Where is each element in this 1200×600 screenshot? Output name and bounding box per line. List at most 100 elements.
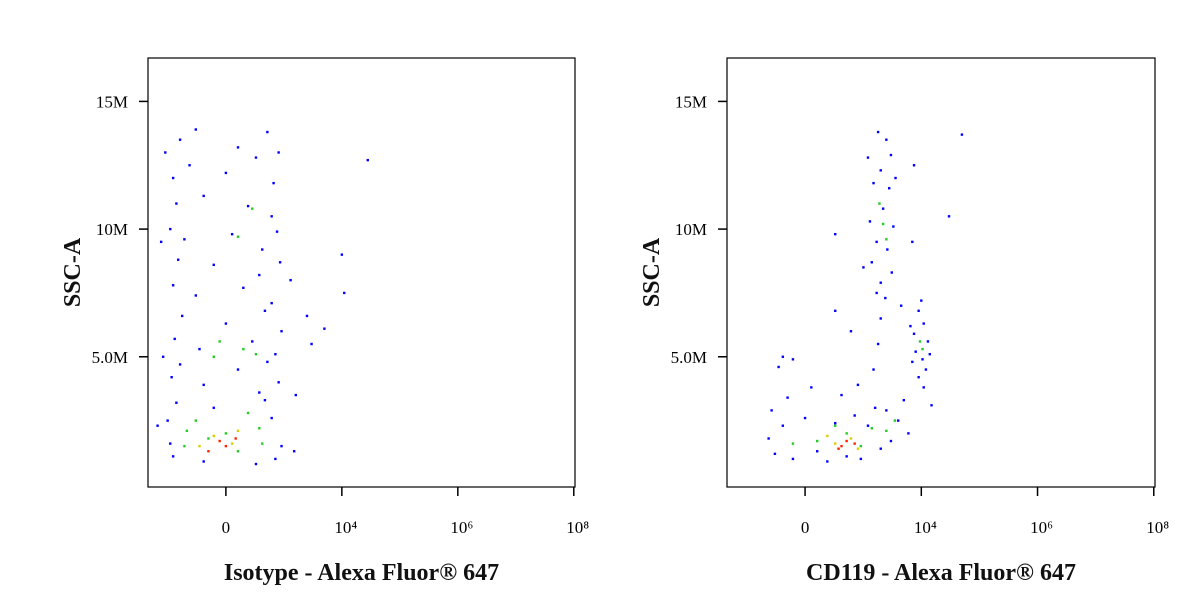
event-dot [866,156,870,159]
event-dot [803,416,807,420]
plot-frame [147,57,576,488]
event-dot [198,444,201,448]
event-dot [270,416,273,420]
event-dot [258,427,261,430]
event-dot [868,220,872,223]
event-dot [885,138,888,141]
event-dot [277,381,280,384]
event-dot [254,156,258,159]
event-dot [263,398,267,402]
event-dot [294,393,298,397]
event-dot [917,309,920,313]
event-dot [924,368,928,371]
event-dot [180,314,184,318]
event-dot [310,342,313,346]
event-dot [921,347,924,351]
x-tick-label: 10⁸ [1146,518,1169,537]
y-tick-label: 15M [96,92,128,111]
y-tick-label: 5.0M [92,348,128,367]
event-dot [242,347,245,351]
event-dot [834,232,837,236]
x-tick-label: 10⁸ [566,518,589,537]
event-dot [902,398,906,402]
event-dot [922,322,925,325]
event-dot [845,439,848,443]
event-dot [909,324,912,328]
event-dot [917,375,920,379]
event-dot [202,460,205,463]
event-dot [178,363,182,366]
event-dot [786,396,789,399]
event-dot [176,258,180,261]
event-dot [879,447,882,450]
event-dot [862,266,865,269]
x-tick-label: 10⁴ [334,518,357,537]
event-dot [875,291,878,295]
event-dot [926,340,930,343]
event-dot [236,146,240,149]
event-dot [218,439,221,443]
event-dot [816,450,819,453]
y-axis-label: SSC-A [639,237,665,307]
event-dot [912,164,916,167]
event-dot [340,253,344,256]
event-dot [170,375,173,379]
event-dot [266,130,269,134]
event-dot [834,442,837,445]
y-tick-label: 5.0M [671,348,707,367]
x-tick-label: 0 [801,518,810,537]
event-dot [277,151,280,154]
event-dot [889,153,893,157]
event-dot [270,215,273,218]
event-dot [202,194,205,198]
x-tick-label: 10⁴ [914,518,937,537]
event-dot [922,386,925,389]
x-tick-label: 0 [222,518,231,537]
event-dot [161,355,165,358]
event-dot [236,450,240,453]
event-dot [816,439,819,443]
event-dot [885,238,888,241]
event-dot [892,225,895,228]
event-dot [185,429,189,433]
event-dot [888,187,891,190]
event-dot [911,240,914,244]
event-dot [849,437,853,440]
event-dot [859,457,863,461]
event-dot [928,353,931,356]
event-dot [896,419,900,422]
event-dot [366,158,369,162]
event-dot [169,442,172,445]
event-dot [251,340,254,343]
event-dot [770,409,773,412]
event-dot [224,171,228,175]
event-dot [242,286,245,290]
event-dot [270,301,273,305]
event-dot [280,330,283,333]
event-dot [254,353,258,356]
event-dot [166,419,169,422]
x-tick-label: 10⁶ [450,518,473,537]
event-dot [266,360,269,364]
event-dot [853,442,856,445]
event-dot [840,393,843,397]
x-tick-label: 10⁶ [1030,518,1053,537]
event-dot [194,128,198,131]
event-dot [791,442,795,445]
event-dot [960,133,964,136]
event-dot [894,176,897,180]
event-dot [856,447,860,450]
event-dot [885,409,888,412]
event-dot [236,235,240,238]
event-dot [323,327,326,330]
event-dot [834,309,837,313]
event-dot [890,271,893,274]
event-dot [258,273,261,277]
event-dot [275,230,279,233]
event-dot [164,151,167,154]
x-axis-label: CD119 - Alexa Fluor® 647 [806,560,1076,586]
event-dot [911,360,914,364]
event-dot [202,383,205,387]
event-dot [870,261,874,264]
